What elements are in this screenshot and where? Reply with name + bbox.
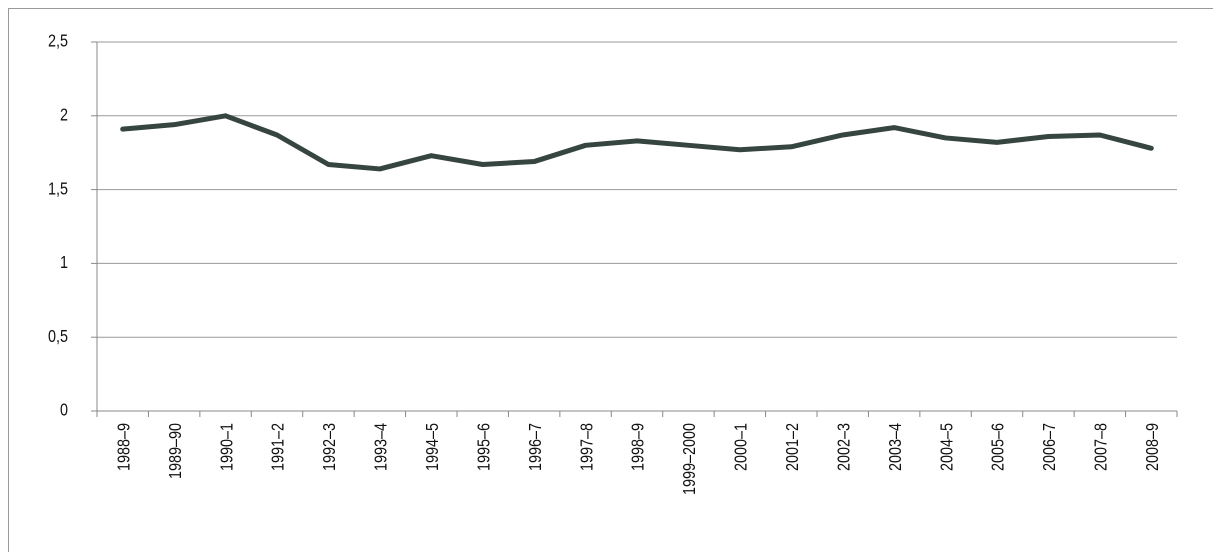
x-tick-label: 1993–4 — [371, 423, 391, 471]
x-tick-label: 1996–7 — [525, 423, 545, 471]
x-tick-label: 1999–2000 — [680, 423, 700, 495]
x-tick-label: 1998–9 — [628, 423, 648, 471]
x-tick-label: 1992–3 — [320, 423, 340, 471]
data-line — [120, 113, 1154, 172]
x-tick-label: 2002–3 — [834, 423, 854, 471]
x-tick-label: 2004–5 — [937, 423, 957, 471]
y-tick-label: 1 — [60, 253, 68, 273]
x-tick-label: 1997–8 — [577, 423, 597, 471]
x-tick-label: 1991–2 — [268, 423, 288, 471]
y-tick-label: 0,5 — [48, 326, 68, 346]
y-tick-label: 2,5 — [48, 31, 68, 51]
x-tick-label: 1995–6 — [474, 423, 494, 471]
x-tick-label: 2001–2 — [783, 423, 803, 471]
x-tick-label: 1988–9 — [114, 423, 134, 471]
x-tick-label: 1990–1 — [217, 423, 237, 471]
x-tick-label: 1989–90 — [165, 423, 185, 479]
x-tick-label: 1994–5 — [423, 423, 443, 471]
x-tick-label: 2005–6 — [988, 423, 1008, 471]
chart-border — [8, 8, 1213, 552]
x-tick-label: 2000–1 — [731, 423, 751, 471]
x-tick-label: 2007–8 — [1091, 423, 1111, 471]
y-tick-label: 2 — [60, 105, 68, 125]
x-tick-label: 2003–4 — [885, 423, 905, 471]
y-tick-label: 1,5 — [48, 179, 68, 199]
y-tick-label: 0 — [60, 400, 68, 420]
x-tick-label: 2008–9 — [1143, 423, 1163, 471]
x-tick-label: 2006–7 — [1040, 423, 1060, 471]
